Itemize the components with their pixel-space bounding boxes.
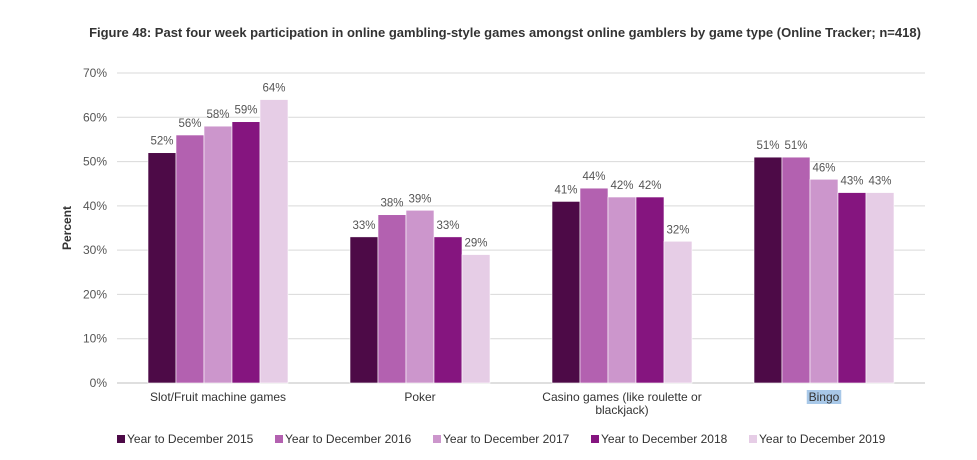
y-tick-label: 60% xyxy=(83,110,107,124)
legend-label: Year to December 2016 xyxy=(285,432,412,446)
bar xyxy=(809,178,839,384)
bar-value-label: 33% xyxy=(352,220,375,232)
bar xyxy=(377,214,407,384)
y-tick-label: 40% xyxy=(83,199,107,213)
bar xyxy=(405,209,435,384)
bar xyxy=(781,156,811,384)
bar xyxy=(147,152,177,384)
bar xyxy=(551,201,581,384)
bar xyxy=(433,236,463,384)
category-label: Bingo xyxy=(809,390,840,404)
bar xyxy=(663,240,693,384)
category-label: Casino games (like roulette or xyxy=(542,390,701,404)
bar xyxy=(259,99,289,384)
bar xyxy=(175,134,205,384)
bar-value-label: 43% xyxy=(840,176,863,188)
data-labels: 52% 56% 58% 59% 64% 33% 38% 39% 33% 29% 41% 44% 42% 4… xyxy=(150,83,891,250)
bar-value-label: 51% xyxy=(784,140,807,152)
legend-swatch xyxy=(749,435,757,443)
bar xyxy=(753,156,783,384)
y-tick-label: 20% xyxy=(83,287,107,301)
category-label: Slot/Fruit machine games xyxy=(150,390,286,404)
bar-value-label: 43% xyxy=(868,176,891,188)
bar xyxy=(203,125,233,384)
bar-value-label: 59% xyxy=(234,105,257,117)
bar-value-label: 38% xyxy=(380,198,403,210)
bar-value-label: 64% xyxy=(262,83,285,95)
legend-swatch xyxy=(433,435,441,443)
y-axis-title: Percent xyxy=(60,206,74,250)
bar xyxy=(349,236,379,384)
legend: Year to December 2015 Year to December 20… xyxy=(117,432,886,446)
bar-value-label: 32% xyxy=(666,224,689,236)
bar-value-label: 44% xyxy=(582,171,605,183)
bar xyxy=(865,192,895,384)
bar xyxy=(461,254,491,384)
legend-swatch xyxy=(117,435,125,443)
category-label: blackjack) xyxy=(595,403,648,417)
bar-value-label: 56% xyxy=(178,118,201,130)
legend-swatch xyxy=(591,435,599,443)
bar-value-label: 42% xyxy=(638,180,661,192)
bar xyxy=(579,187,609,384)
chart-title: Figure 48: Past four week participation … xyxy=(89,25,921,40)
bar xyxy=(231,121,261,384)
y-tick-labels: 0% 10% 20% 30% 40% 50% 60% 70% xyxy=(83,66,107,390)
bar-value-label: 46% xyxy=(812,162,835,174)
legend-label: Year to December 2015 xyxy=(127,432,254,446)
y-tick-label: 70% xyxy=(83,66,107,80)
category-labels: Slot/Fruit machine games Poker Casino game… xyxy=(150,390,842,417)
bar-value-label: 58% xyxy=(206,109,229,121)
bar-value-label: 39% xyxy=(408,193,431,205)
legend-label: Year to December 2017 xyxy=(443,432,570,446)
category-label: Poker xyxy=(404,390,435,404)
y-tick-label: 50% xyxy=(83,155,107,169)
legend-label: Year to December 2019 xyxy=(759,432,886,446)
bar-value-label: 51% xyxy=(756,140,779,152)
bar-value-label: 41% xyxy=(554,184,577,196)
bar-value-label: 33% xyxy=(436,220,459,232)
category-highlight xyxy=(806,390,842,404)
legend-label: Year to December 2018 xyxy=(601,432,728,446)
bar-value-label: 52% xyxy=(150,136,173,148)
y-tick-label: 30% xyxy=(83,243,107,257)
y-tick-label: 10% xyxy=(83,332,107,346)
legend-swatch xyxy=(275,435,283,443)
bar xyxy=(837,192,867,384)
bar-value-label: 42% xyxy=(610,180,633,192)
bars xyxy=(147,99,895,384)
bar xyxy=(607,196,637,384)
bar xyxy=(635,196,665,384)
bar-value-label: 29% xyxy=(464,238,487,250)
y-tick-label: 0% xyxy=(90,376,108,390)
